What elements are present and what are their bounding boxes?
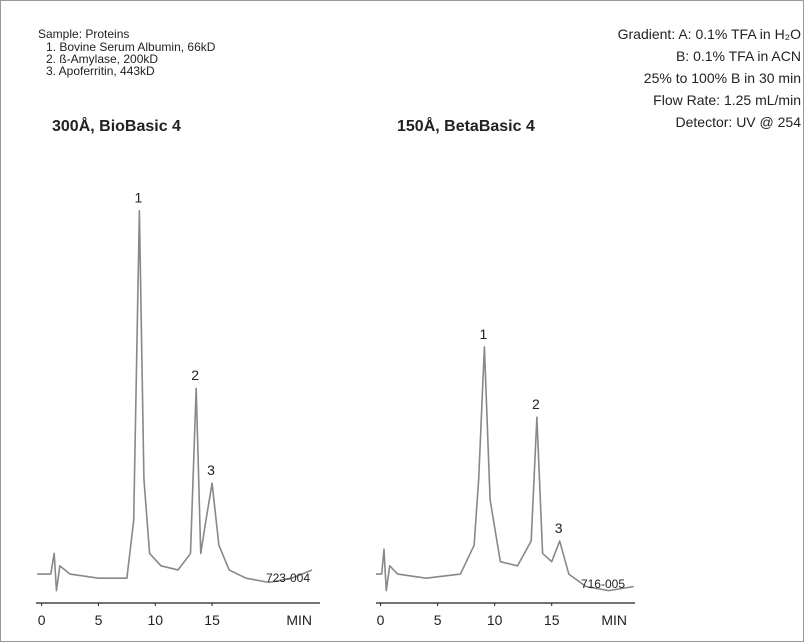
condition: Gradient: A: 0.1% TFA in H₂O (618, 26, 801, 42)
peak-label: 2 (191, 367, 199, 383)
x-tick-label: 15 (204, 612, 220, 628)
x-tick-label: 5 (95, 612, 103, 628)
chart-code: 723-004 (266, 571, 310, 585)
condition: B: 0.1% TFA in ACN (676, 48, 801, 64)
trace (37, 209, 313, 592)
condition: Flow Rate: 1.25 mL/min (653, 92, 801, 108)
chart-code: 716-005 (581, 577, 625, 591)
chart-title: 300Å, BioBasic 4 (52, 116, 181, 135)
sample-item: 3. Apoferritin, 443kD (46, 64, 155, 78)
peak-label: 1 (134, 190, 142, 206)
trace (376, 346, 634, 592)
x-axis-label: MIN (601, 612, 627, 628)
x-tick-label: 5 (434, 612, 442, 628)
x-tick-label: 10 (487, 612, 503, 628)
x-axis-label: MIN (286, 612, 312, 628)
peak-label: 3 (555, 520, 563, 536)
sample-item: 1. Bovine Serum Albumin, 66kD (46, 40, 216, 54)
chart-title: 150Å, BetaBasic 4 (397, 116, 535, 135)
x-tick-label: 15 (544, 612, 560, 628)
peak-label: 2 (532, 396, 540, 412)
x-tick-label: 0 (38, 612, 46, 628)
sample-title: Sample: Proteins (38, 27, 129, 41)
x-tick-label: 0 (377, 612, 385, 628)
sample-item: 2. ß-Amylase, 200kD (46, 52, 158, 66)
condition: Detector: UV @ 254 (676, 114, 802, 130)
condition: 25% to 100% B in 30 min (644, 70, 801, 86)
x-tick-label: 10 (147, 612, 163, 628)
peak-label: 3 (207, 462, 215, 478)
peak-label: 1 (479, 326, 487, 342)
